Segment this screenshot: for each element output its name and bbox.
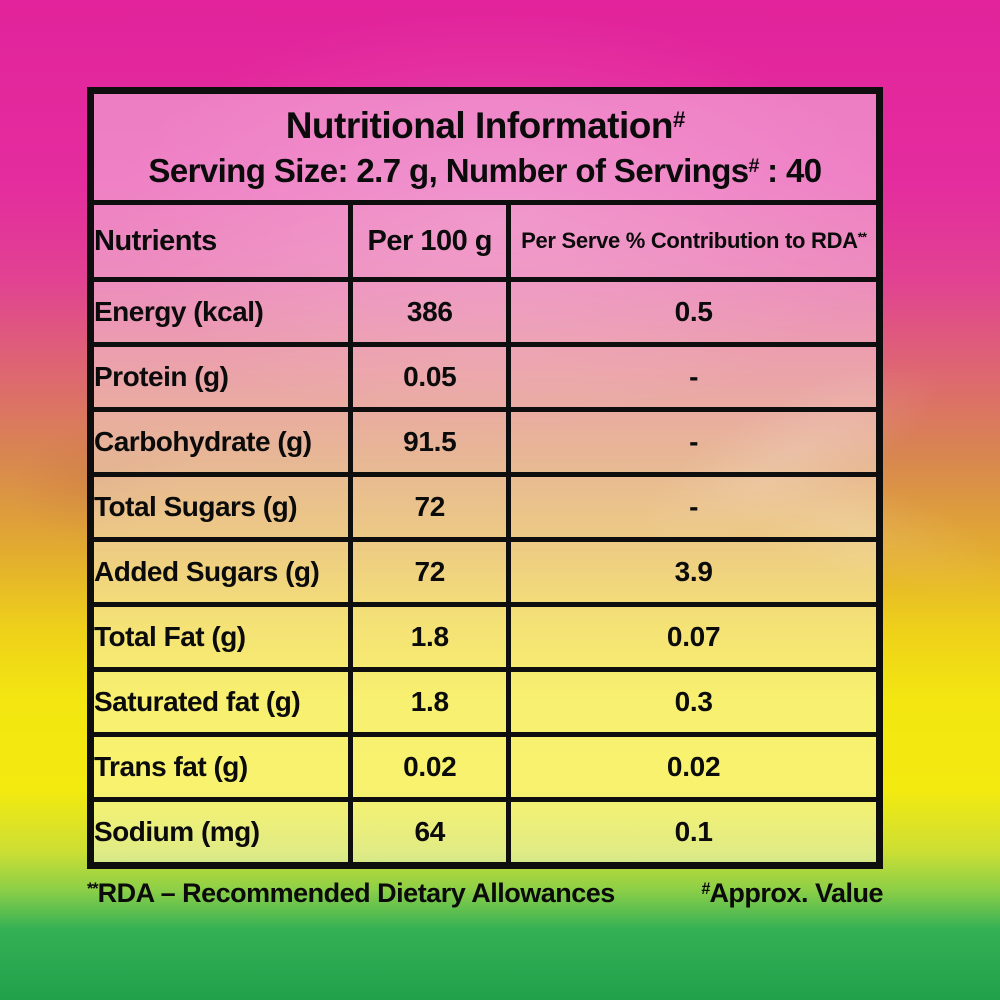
table-row-saturated-fat: Saturated fat (g) 1.8 0.3	[87, 667, 882, 737]
per-100g-value: 72	[348, 472, 512, 542]
column-header-label: Per 100 g	[367, 224, 493, 257]
rda-mark: **	[87, 879, 99, 898]
per-100g-value: 386	[348, 277, 512, 347]
table-title: Nutritional Information#	[96, 103, 875, 149]
per-100g-value: 64	[348, 797, 512, 868]
table-title-cell: Nutritional Information# Serving Size: 2…	[88, 88, 882, 205]
column-header-row: Nutrients Per 100 g Per Serve % Contribu…	[87, 200, 882, 282]
table-row-trans-fat: Trans fat (g) 0.02 0.02	[87, 732, 882, 802]
footnote-approx-definition: #Approx. Value	[701, 878, 883, 909]
serving-size-line: Serving Size: 2.7 g, Number of Servings#…	[96, 150, 875, 191]
servings-count: : 40	[758, 151, 822, 189]
rda-percent-value: 0.3	[506, 667, 882, 737]
nutrient-name: Sodium (mg)	[87, 797, 354, 868]
approx-mark: #	[701, 879, 710, 898]
rda-mark: **	[857, 229, 867, 245]
table-row-total-fat: Total Fat (g) 1.8 0.07	[87, 602, 882, 672]
column-header-nutrients: Nutrients	[87, 200, 354, 282]
footnote-rda-definition: **RDA – Recommended Dietary Allowances	[87, 878, 615, 909]
footnote: **RDA – Recommended Dietary Allowances #…	[87, 878, 883, 909]
footnote-rda-text: RDA – Recommended Dietary Allowances	[97, 878, 616, 908]
nutrient-name: Trans fat (g)	[87, 732, 354, 802]
rda-percent-value: 0.02	[506, 732, 882, 802]
table-row-energy: Energy (kcal) 386 0.5	[87, 277, 882, 347]
rda-percent-value: 0.5	[506, 277, 882, 347]
per-100g-value: 0.02	[348, 732, 512, 802]
nutrient-name: Total Sugars (g)	[87, 472, 354, 542]
column-header-label: Per Serve % Contribution to RDA	[521, 228, 858, 253]
rda-percent-value: -	[506, 472, 882, 542]
per-100g-value: 91.5	[348, 407, 512, 477]
table-row-protein: Protein (g) 0.05 -	[87, 342, 882, 412]
column-header-per-100g: Per 100 g	[348, 200, 512, 282]
rda-percent-value: 0.07	[506, 602, 882, 672]
per-100g-value: 1.8	[348, 667, 512, 737]
nutrient-name: Saturated fat (g)	[87, 667, 354, 737]
table-row-carbohydrate: Carbohydrate (g) 91.5 -	[87, 407, 882, 477]
rda-percent-value: 0.1	[506, 797, 882, 868]
rda-percent-value: 3.9	[506, 537, 882, 607]
nutrition-table: Nutritional Information# Serving Size: 2…	[87, 87, 883, 869]
table-title-row: Nutritional Information# Serving Size: 2…	[88, 88, 882, 205]
per-100g-value: 72	[348, 537, 512, 607]
nutrient-name: Total Fat (g)	[87, 602, 354, 672]
footnote-approx-text: Approx. Value	[709, 878, 883, 908]
column-header-rda: Per Serve % Contribution to RDA**	[506, 200, 882, 282]
rda-percent-value: -	[506, 407, 882, 477]
nutrient-name: Energy (kcal)	[87, 277, 354, 347]
nutrient-name: Protein (g)	[87, 342, 354, 412]
nutrient-name: Carbohydrate (g)	[87, 407, 354, 477]
table-row-total-sugars: Total Sugars (g) 72 -	[87, 472, 882, 542]
per-100g-value: 1.8	[348, 602, 512, 672]
column-header-label: Nutrients	[94, 224, 218, 257]
approx-mark: #	[672, 107, 685, 133]
rda-percent-value: -	[506, 342, 882, 412]
per-100g-value: 0.05	[348, 342, 512, 412]
table-row-sodium: Sodium (mg) 64 0.1	[87, 797, 882, 868]
approx-mark: #	[748, 154, 760, 177]
serving-size-text: Serving Size: 2.7 g, Number of Servings	[148, 151, 749, 189]
table-row-added-sugars: Added Sugars (g) 72 3.9	[87, 537, 882, 607]
nutrient-name: Added Sugars (g)	[87, 537, 354, 607]
table-title-text: Nutritional Information	[285, 105, 674, 147]
